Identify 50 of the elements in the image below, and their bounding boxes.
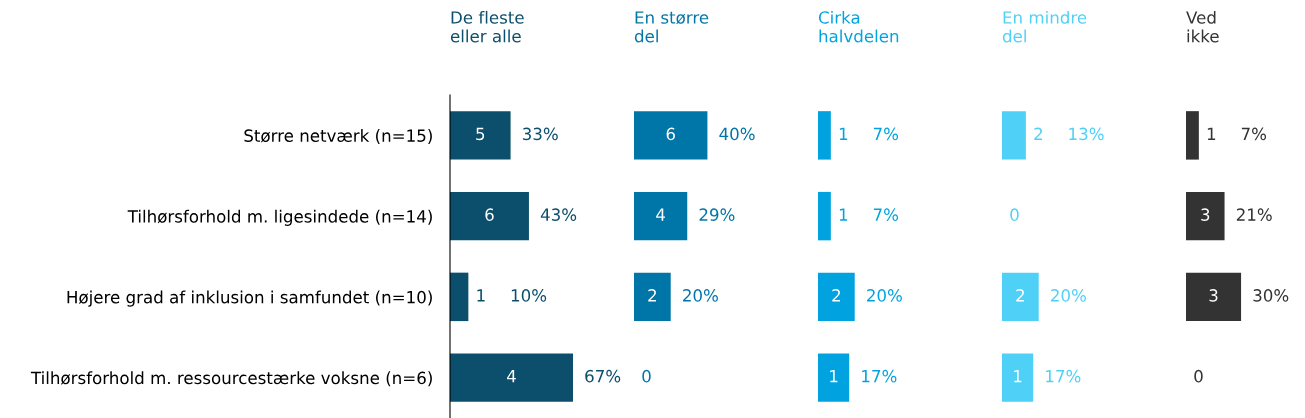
- annotation: 2: [1034, 127, 1042, 140]
- annotation: 1: [830, 370, 838, 383]
- data-label: 20%: [1051, 289, 1086, 302]
- data-label: 7%: [873, 208, 899, 221]
- bar: [450, 353, 573, 402]
- data-label: 17%: [862, 369, 897, 383]
- chart-title: En større del: [634, 11, 709, 43]
- data-label: 20%: [867, 289, 902, 302]
- annotation: 0: [642, 369, 651, 383]
- annotation: 3: [1201, 208, 1210, 221]
- bar: [450, 191, 529, 241]
- annotation: 4: [656, 208, 665, 221]
- data-label: 40%: [719, 127, 755, 141]
- chart-title: Cirka halvdelen: [818, 10, 899, 43]
- y-tick-label: Tilhørsforhold m. ressourcestærke voksne (n=6): [30, 371, 432, 387]
- data-label: 33%: [522, 127, 558, 141]
- data-label: 10%: [511, 289, 547, 302]
- data-label: 43%: [540, 208, 577, 221]
- annotation: 4: [507, 370, 516, 383]
- data-label: 17%: [1046, 369, 1081, 383]
- data-label: 67%: [585, 369, 621, 383]
- chart-title: De fleste eller alle: [450, 10, 524, 43]
- data-label: 20%: [683, 289, 718, 302]
- bar: [450, 272, 469, 322]
- bar: [450, 111, 511, 160]
- annotation: 3: [1209, 289, 1218, 302]
- data-label: 13%: [1069, 127, 1104, 141]
- y-tick-label: Højere grad af inklusion i samfundet (n=10): [67, 290, 432, 307]
- annotation: 1: [1207, 127, 1216, 140]
- chart-title: En mindre del: [1002, 10, 1087, 43]
- y-tick-label: Større netværk (n=15): [244, 129, 432, 144]
- data-label: 7%: [1241, 127, 1267, 141]
- annotation: 1: [1014, 370, 1022, 383]
- annotation: 0: [1194, 369, 1203, 383]
- data-label: 7%: [873, 127, 899, 141]
- data-label: 29%: [699, 208, 735, 221]
- chart-title: Ved ikke: [1186, 10, 1219, 43]
- annotation: 6: [666, 127, 675, 141]
- annotation: 1: [839, 127, 848, 140]
- annotation: 6: [485, 208, 494, 221]
- annotation: 2: [1016, 289, 1024, 302]
- data-label: 21%: [1236, 208, 1272, 221]
- annotation: 2: [832, 289, 840, 302]
- data-label: 30%: [1253, 289, 1289, 302]
- annotation: 2: [648, 289, 656, 302]
- annotation: 5: [476, 127, 485, 141]
- annotation: 0: [1010, 208, 1019, 221]
- annotation: 1: [839, 208, 848, 221]
- y-tick-label: Tilhørsforhold m. ligesindede (n=14): [127, 209, 432, 226]
- annotation: 1: [477, 289, 485, 302]
